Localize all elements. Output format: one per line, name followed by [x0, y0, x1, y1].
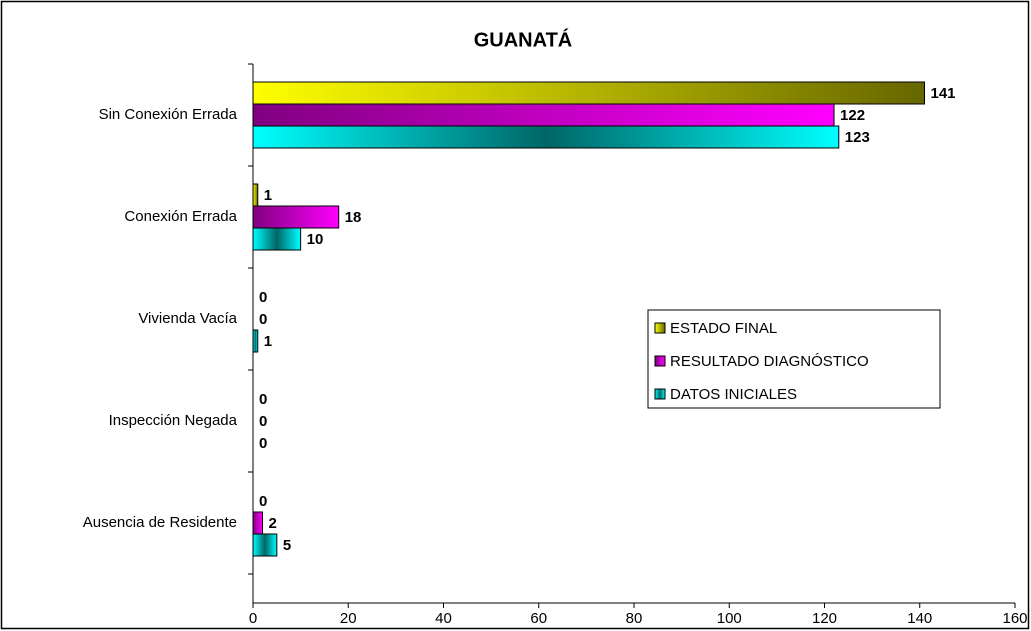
bar	[252, 103, 835, 127]
data-label: 0	[259, 435, 267, 452]
legend-label: ESTADO FINAL	[670, 320, 777, 337]
data-label: 0	[259, 391, 267, 408]
data-label: 2	[269, 515, 277, 532]
data-label: 141	[931, 85, 956, 102]
bar	[252, 511, 264, 535]
legend-swatch	[654, 355, 666, 367]
x-tick-label: 100	[717, 610, 742, 627]
y-tick-label: Vivienda Vacía	[138, 310, 237, 327]
data-label: 18	[345, 209, 362, 226]
y-tick-label: Ausencia de Residente	[83, 514, 237, 531]
x-tick-label: 160	[1002, 610, 1027, 627]
bar	[252, 205, 340, 229]
legend-label: RESULTADO DIAGNÓSTICO	[670, 353, 869, 370]
bar	[252, 533, 278, 557]
data-label: 1	[264, 187, 272, 204]
chart-title: GUANATÁ	[474, 28, 573, 51]
data-label: 1	[264, 333, 272, 350]
legend-label: DATOS INICIALES	[670, 386, 797, 403]
bar	[252, 329, 259, 353]
data-label: 0	[259, 413, 267, 430]
x-tick-label: 20	[340, 610, 357, 627]
legend-swatch	[654, 322, 666, 334]
bar	[252, 183, 259, 207]
legend-swatch	[654, 388, 666, 400]
y-tick-label: Conexión Errada	[124, 208, 237, 225]
data-label: 0	[259, 311, 267, 328]
data-label: 0	[259, 493, 267, 510]
data-label: 5	[283, 537, 291, 554]
legend	[647, 309, 941, 409]
x-tick-label: 80	[626, 610, 643, 627]
data-label: 123	[845, 129, 870, 146]
x-tick-label: 140	[907, 610, 932, 627]
data-label: 122	[840, 107, 865, 124]
data-label: 10	[307, 231, 324, 248]
x-tick-label: 0	[249, 610, 257, 627]
x-tick-label: 120	[812, 610, 837, 627]
y-tick-label: Sin Conexión Errada	[99, 106, 238, 123]
x-tick-label: 40	[435, 610, 452, 627]
y-tick-label: Inspección Negada	[109, 412, 238, 429]
data-label: 0	[259, 289, 267, 306]
bar	[252, 227, 302, 251]
x-tick-label: 60	[530, 610, 547, 627]
bar	[252, 81, 926, 105]
bar	[252, 125, 840, 149]
